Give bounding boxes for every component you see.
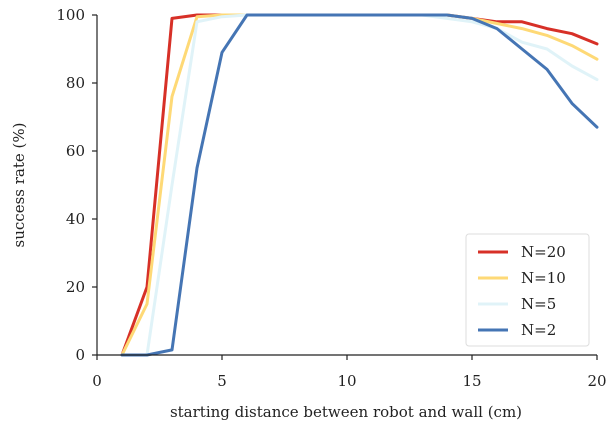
x-tick-label: 15 bbox=[462, 372, 481, 390]
y-axis-label: success rate (%) bbox=[10, 123, 28, 248]
y-tick-label: 80 bbox=[66, 74, 85, 92]
legend-entry-label: N=10 bbox=[521, 269, 566, 287]
x-tick-label: 20 bbox=[587, 372, 606, 390]
ticks-layer: 0 5 10 15 20 0 20 40 60 80 100 bbox=[56, 6, 606, 390]
series-line-3 bbox=[120, 13, 599, 357]
series-layer bbox=[120, 13, 599, 357]
legend-entry-label: N=2 bbox=[521, 321, 556, 339]
legend-box bbox=[465, 233, 590, 347]
legend-entry-label: N=5 bbox=[521, 295, 556, 313]
y-tick-label: 60 bbox=[66, 142, 85, 160]
x-tick-label: 0 bbox=[92, 372, 102, 390]
x-tick-label: 10 bbox=[337, 372, 356, 390]
y-tick-label: 0 bbox=[75, 346, 85, 364]
y-tick-label: 100 bbox=[56, 6, 85, 24]
y-tick-label: 20 bbox=[66, 278, 85, 296]
y-tick-label: 40 bbox=[66, 210, 85, 228]
x-axis-label: starting distance between robot and wall… bbox=[170, 403, 522, 421]
x-tick-label: 5 bbox=[217, 372, 227, 390]
legend-entry-label: N=20 bbox=[521, 243, 566, 261]
legend: N=20 N=10 N=5 N=2 bbox=[465, 233, 590, 347]
